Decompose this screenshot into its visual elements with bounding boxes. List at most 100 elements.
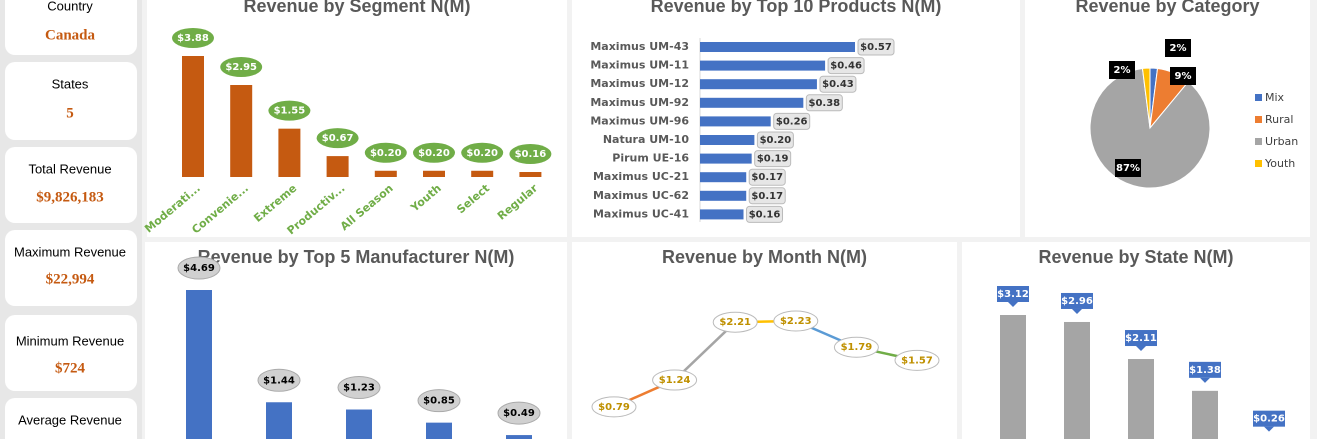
data-label: 2% [1170,43,1187,54]
data-label-bg [819,75,857,93]
kpi-value: 5 [66,105,74,121]
data-label: $0.38 [809,98,841,109]
chart-title: Revenue by Top 5 Manufacturer N(M) [198,247,515,267]
y-tick-label: Maximus UC-21 [593,170,689,183]
data-label-bg [833,336,879,358]
bar [700,97,804,108]
panel [147,0,567,237]
y-tick-label: Maximus UC-62 [593,189,689,202]
kpi-value: $22,994 [46,271,95,287]
data-label: $0.16 [749,209,781,220]
data-label: $3.12 [997,289,1029,300]
kpi-label: Maximum Revenue [14,244,126,259]
data-label: $0.57 [860,42,892,53]
data-label-pointer [1072,308,1082,314]
data-label: $0.16 [515,149,547,160]
bar [426,422,452,439]
kpi-card [5,0,137,55]
kpi-value: Canada [45,27,96,43]
bar [700,209,744,220]
legend-swatch [1255,160,1262,167]
data-label-bg [827,57,865,75]
data-label: $4.69 [183,263,215,274]
data-label: $2.23 [780,316,812,327]
data-label-bg [894,349,940,371]
data-label: $1.44 [263,375,295,386]
kpi-label: Country [47,0,93,13]
bar [1000,315,1026,439]
y-tick-label: Pirum UE-16 [612,152,689,165]
kpi-card [5,230,137,306]
data-label: $1.55 [274,106,306,117]
data-label-pointer [1008,302,1018,307]
bar [1064,321,1090,439]
chart-title: Revenue by Category [1075,0,1259,16]
y-tick-label: Maximus UM-96 [590,114,689,127]
chart-title: Revenue by Top 10 Products N(M) [651,0,942,16]
y-tick-label: Maximus UM-92 [590,96,689,109]
data-label: $0.26 [1253,414,1285,425]
legend-label: Youth [1264,157,1295,170]
bar [519,172,542,177]
data-label: $2.11 [1125,333,1157,344]
data-label: $1.38 [1189,365,1221,376]
data-label-bg [1189,361,1221,378]
bar [1128,359,1154,439]
bar [326,156,349,177]
legend-label: Mix [1265,91,1285,104]
data-label-bg [857,38,895,56]
data-label-bg [316,128,359,149]
data-label: $0.85 [423,396,455,407]
bar [1192,390,1218,439]
data-label: $1.57 [901,355,933,366]
data-label: $0.26 [776,116,808,127]
data-label: 87% [1116,163,1140,174]
data-label-bg [748,168,786,186]
bar [506,435,532,439]
data-label-bg [1253,410,1285,427]
data-label-bg [172,28,214,48]
data-label: $0.17 [751,172,783,183]
legend-swatch [1255,94,1262,101]
data-label: $0.46 [830,61,862,72]
bar [266,402,292,439]
data-label-bg [754,150,792,168]
kpi-value: $724 [55,360,86,376]
data-label-bg [773,310,819,332]
data-label-bg [652,369,698,391]
kpi-label: Minimum Revenue [16,333,124,348]
data-label: $0.17 [751,191,783,202]
bar [230,85,253,177]
data-label-bg [1165,39,1191,57]
bar [700,116,771,127]
data-label-bg [177,256,221,280]
pie-slice [1141,67,1151,129]
chart-title: Revenue by Month N(M) [662,247,867,267]
data-label-bg [413,142,455,163]
legend-swatch [1255,138,1262,145]
y-tick-label: Maximus UM-12 [590,77,689,90]
data-label-bg [746,205,784,223]
legend-label: Urban [1265,135,1298,148]
data-label: $0.20 [760,135,792,146]
data-label: $0.79 [598,402,630,413]
data-label-bg [1109,61,1135,79]
data-label-bg [257,368,301,392]
data-label-bg [756,131,794,149]
chart-title: Revenue by State N(M) [1038,247,1233,267]
data-label-bg [364,142,407,163]
data-label: $1.24 [659,375,691,386]
bar [471,170,494,177]
data-label-bg [417,389,461,413]
kpi-label: Total Revenue [28,161,111,176]
data-label-bg [1115,159,1141,177]
data-label-pointer [1264,426,1274,432]
kpi-label: States [52,76,89,91]
data-label: $0.67 [322,133,354,144]
data-label: $1.79 [841,342,873,353]
data-label-bg [220,57,263,78]
data-label: $0.49 [503,408,535,419]
data-label: $0.20 [370,148,402,159]
data-label-bg [712,311,758,333]
